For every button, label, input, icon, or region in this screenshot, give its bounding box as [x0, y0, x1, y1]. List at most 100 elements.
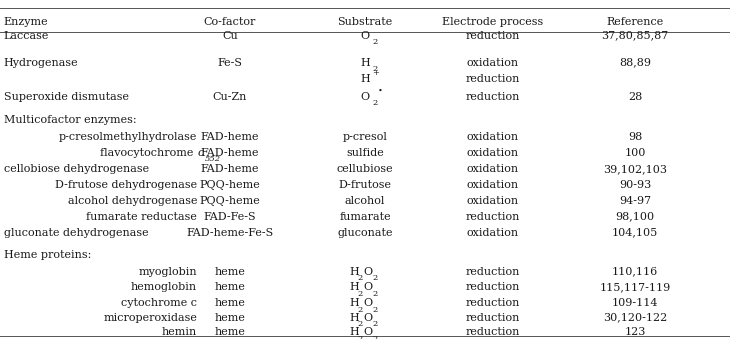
Text: 2: 2	[372, 320, 377, 328]
Text: 2: 2	[358, 274, 363, 282]
Text: p-cresol: p-cresol	[342, 132, 388, 142]
Text: Cu-Zn: Cu-Zn	[212, 92, 247, 102]
Text: 90-93: 90-93	[619, 180, 651, 190]
Text: myoglobin: myoglobin	[139, 266, 197, 277]
Text: oxidation: oxidation	[466, 148, 519, 158]
Text: PQQ-heme: PQQ-heme	[199, 180, 261, 190]
Text: Electrode process: Electrode process	[442, 17, 543, 27]
Text: H: H	[361, 58, 370, 68]
Text: 123: 123	[624, 327, 646, 337]
Text: FAD-heme: FAD-heme	[201, 164, 259, 174]
Text: alcohol dehydrogenase: alcohol dehydrogenase	[68, 196, 197, 206]
Text: FAD-heme: FAD-heme	[201, 148, 259, 158]
Text: 39,102,103: 39,102,103	[603, 164, 667, 174]
Text: Heme proteins:: Heme proteins:	[4, 250, 91, 260]
Text: Fe-S: Fe-S	[218, 58, 242, 68]
Text: 2: 2	[358, 335, 363, 339]
Text: O: O	[361, 92, 370, 102]
Text: oxidation: oxidation	[466, 58, 519, 68]
Text: gluconate dehydrogenase: gluconate dehydrogenase	[4, 227, 148, 238]
Text: H: H	[349, 298, 358, 308]
Text: H: H	[361, 74, 370, 84]
Text: O: O	[364, 282, 373, 293]
Text: 98: 98	[628, 132, 642, 142]
Text: 30,120-122: 30,120-122	[603, 313, 667, 323]
Text: H: H	[349, 327, 358, 337]
Text: 2: 2	[372, 99, 377, 107]
Text: O: O	[364, 266, 373, 277]
Text: reduction: reduction	[466, 298, 520, 308]
Text: Superoxide dismutase: Superoxide dismutase	[4, 92, 128, 102]
Text: heme: heme	[215, 327, 245, 337]
Text: Hydrogenase: Hydrogenase	[4, 58, 78, 68]
Text: H: H	[349, 282, 358, 293]
Text: Cu: Cu	[222, 31, 238, 41]
Text: FAD-heme-Fe-S: FAD-heme-Fe-S	[186, 227, 274, 238]
Text: heme: heme	[215, 282, 245, 293]
Text: microperoxidase: microperoxidase	[103, 313, 197, 323]
Text: cellobiose dehydrogenase: cellobiose dehydrogenase	[4, 164, 149, 174]
Text: 28: 28	[628, 92, 642, 102]
Text: +: +	[372, 69, 379, 77]
Text: 94-97: 94-97	[619, 196, 651, 206]
Text: O: O	[364, 327, 373, 337]
Text: reduction: reduction	[466, 212, 520, 222]
Text: hemin: hemin	[162, 327, 197, 337]
Text: FAD-Fe-S: FAD-Fe-S	[204, 212, 256, 222]
Text: H: H	[349, 313, 358, 323]
Text: reduction: reduction	[466, 31, 520, 41]
Text: cytochrome c: cytochrome c	[121, 298, 197, 308]
Text: 2: 2	[358, 306, 363, 314]
Text: O: O	[364, 313, 373, 323]
Text: 88,89: 88,89	[619, 58, 651, 68]
Text: heme: heme	[215, 313, 245, 323]
Text: oxidation: oxidation	[466, 132, 519, 142]
Text: Laccase: Laccase	[4, 31, 49, 41]
Text: D-frutose: D-frutose	[339, 180, 391, 190]
Text: 2: 2	[372, 38, 377, 46]
Text: reduction: reduction	[466, 282, 520, 293]
Text: reduction: reduction	[466, 266, 520, 277]
Text: 2: 2	[358, 320, 363, 328]
Text: 115,117-119: 115,117-119	[599, 282, 671, 293]
Text: 100: 100	[624, 148, 646, 158]
Text: sulfide: sulfide	[346, 148, 384, 158]
Text: heme: heme	[215, 298, 245, 308]
Text: 37,80,85,87: 37,80,85,87	[602, 31, 669, 41]
Text: 2: 2	[372, 290, 377, 298]
Text: reduction: reduction	[466, 327, 520, 337]
Text: Enzyme: Enzyme	[4, 17, 48, 27]
Text: gluconate: gluconate	[337, 227, 393, 238]
Text: oxidation: oxidation	[466, 196, 519, 206]
Text: Co-factor: Co-factor	[204, 17, 256, 27]
Text: oxidation: oxidation	[466, 227, 519, 238]
Text: 98,100: 98,100	[615, 212, 655, 222]
Text: 2: 2	[372, 306, 377, 314]
Text: cellubiose: cellubiose	[337, 164, 393, 174]
Text: •: •	[378, 87, 383, 95]
Text: c: c	[198, 148, 204, 158]
Text: 110,116: 110,116	[612, 266, 658, 277]
Text: Reference: Reference	[607, 17, 664, 27]
Text: flavocytochrome: flavocytochrome	[100, 148, 197, 158]
Text: H: H	[349, 266, 358, 277]
Text: D-frutose dehydrogenase: D-frutose dehydrogenase	[55, 180, 197, 190]
Text: Multicofactor enzymes:: Multicofactor enzymes:	[4, 115, 137, 125]
Text: 2: 2	[372, 274, 377, 282]
Text: 2: 2	[372, 335, 377, 339]
Text: reduction: reduction	[466, 92, 520, 102]
Text: reduction: reduction	[466, 74, 520, 84]
Text: reduction: reduction	[466, 313, 520, 323]
Text: 109-114: 109-114	[612, 298, 658, 308]
Text: 104,105: 104,105	[612, 227, 658, 238]
Text: 2: 2	[358, 290, 363, 298]
Text: O: O	[364, 298, 373, 308]
Text: heme: heme	[215, 266, 245, 277]
Text: 552: 552	[205, 155, 221, 163]
Text: p-cresolmethylhydrolase: p-cresolmethylhydrolase	[58, 132, 197, 142]
Text: oxidation: oxidation	[466, 164, 519, 174]
Text: Substrate: Substrate	[337, 17, 393, 27]
Text: PQQ-heme: PQQ-heme	[199, 196, 261, 206]
Text: FAD-heme: FAD-heme	[201, 132, 259, 142]
Text: 2: 2	[372, 65, 377, 74]
